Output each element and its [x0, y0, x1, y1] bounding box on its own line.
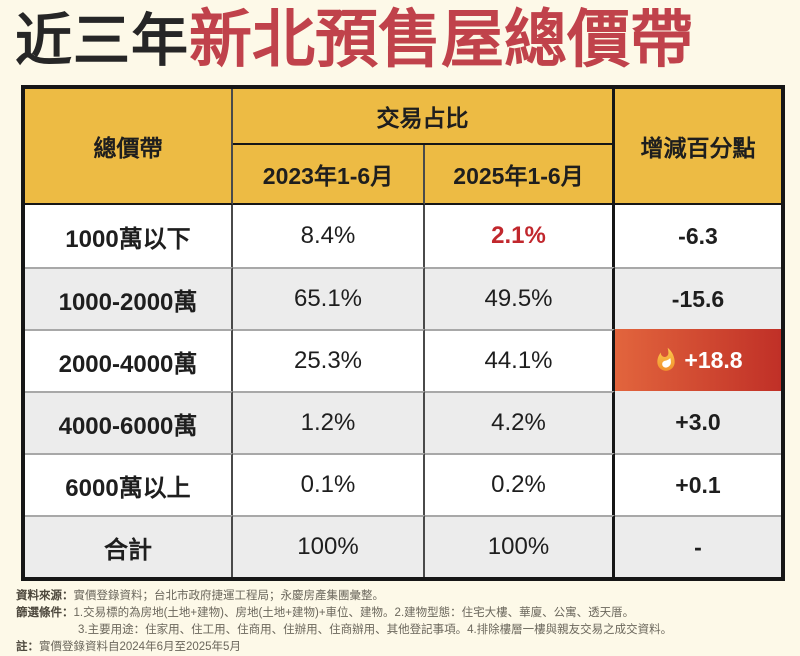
filter-text-2: 3.主要用途：住家用、住工用、住商用、住辦用、住商辦用、其他登記事項。4.排除樓… [78, 624, 673, 636]
note-label: 註： [16, 641, 39, 653]
filter-text-1: 1.交易標的為房地(土地+建物)、房地(土地+建物)+車位、建物。2.建物型態：… [73, 607, 635, 619]
table-cell-delta-value: +18.8 [684, 346, 743, 373]
source-text: 實價登錄資料；台北市政府捷運工程局；永慶房產集團彙整。 [73, 590, 385, 602]
header-period-2023: 2023年1-6月 [233, 145, 425, 205]
table-cell-share-2025: 0.2% [425, 453, 615, 515]
table-cell-share-2023: 65.1% [233, 267, 425, 329]
table-cell-delta: +0.1 [615, 453, 781, 515]
table-row-band: 4000-6000萬 [25, 391, 233, 453]
filter-note-line2: 3.主要用途：住家用、住工用、住商用、住辦用、住商辦用、其他登記事項。4.排除樓… [16, 622, 794, 639]
header-share-group: 交易占比 [233, 89, 615, 145]
price-band-table: 總價帶 交易占比 2023年1-6月 2025年1-6月 增減百分點 1000萬… [21, 85, 785, 581]
title-prefix: 近三年 [15, 9, 189, 73]
table-cell-share-2025: 100% [425, 515, 615, 577]
table-row-band: 合計 [25, 515, 233, 577]
table-cell-share-2023: 25.3% [233, 329, 425, 391]
table-row-band: 1000萬以下 [25, 205, 233, 267]
header-delta: 增減百分點 [615, 89, 781, 205]
table-row-band: 6000萬以上 [25, 453, 233, 515]
header-period-2025: 2025年1-6月 [425, 145, 615, 205]
table-cell-share-2023: 100% [233, 515, 425, 577]
table-cell-delta: - [615, 515, 781, 577]
note-text: 實價登錄資料自2024年6月至2025年5月 [39, 641, 241, 653]
table-cell-delta-fire: +18.8 [615, 329, 781, 391]
table-row-band: 1000-2000萬 [25, 267, 233, 329]
table-cell-delta: -15.6 [615, 267, 781, 329]
table-cell-share-2025: 44.1% [425, 329, 615, 391]
filter-label: 篩選條件： [16, 607, 74, 619]
title-main: 新北預售屋總價帶 [189, 5, 693, 75]
table-cell-share-2023: 1.2% [233, 391, 425, 453]
fire-icon [657, 347, 676, 371]
page-title: 近三年 新北預售屋總價帶 [15, 0, 693, 80]
footnotes: 資料來源：實價登錄資料；台北市政府捷運工程局；永慶房產集團彙整。 篩選條件：1.… [16, 588, 794, 656]
header-band: 總價帶 [25, 89, 233, 205]
table-cell-share-2023: 0.1% [233, 453, 425, 515]
date-note: 註：實價登錄資料自2024年6月至2025年5月 [16, 639, 794, 656]
table-cell-delta: -6.3 [615, 205, 781, 267]
table-row-band: 2000-4000萬 [25, 329, 233, 391]
source-label: 資料來源： [16, 590, 74, 602]
table-cell-share-2025: 4.2% [425, 391, 615, 453]
table-cell-delta: +3.0 [615, 391, 781, 453]
filter-note-line1: 篩選條件：1.交易標的為房地(土地+建物)、房地(土地+建物)+車位、建物。2.… [16, 605, 794, 622]
table-cell-share-2025: 49.5% [425, 267, 615, 329]
table-cell-share-2023: 8.4% [233, 205, 425, 267]
source-note: 資料來源：實價登錄資料；台北市政府捷運工程局；永慶房產集團彙整。 [16, 588, 794, 605]
table-cell-share-2025-highlight: 2.1% [425, 205, 615, 267]
